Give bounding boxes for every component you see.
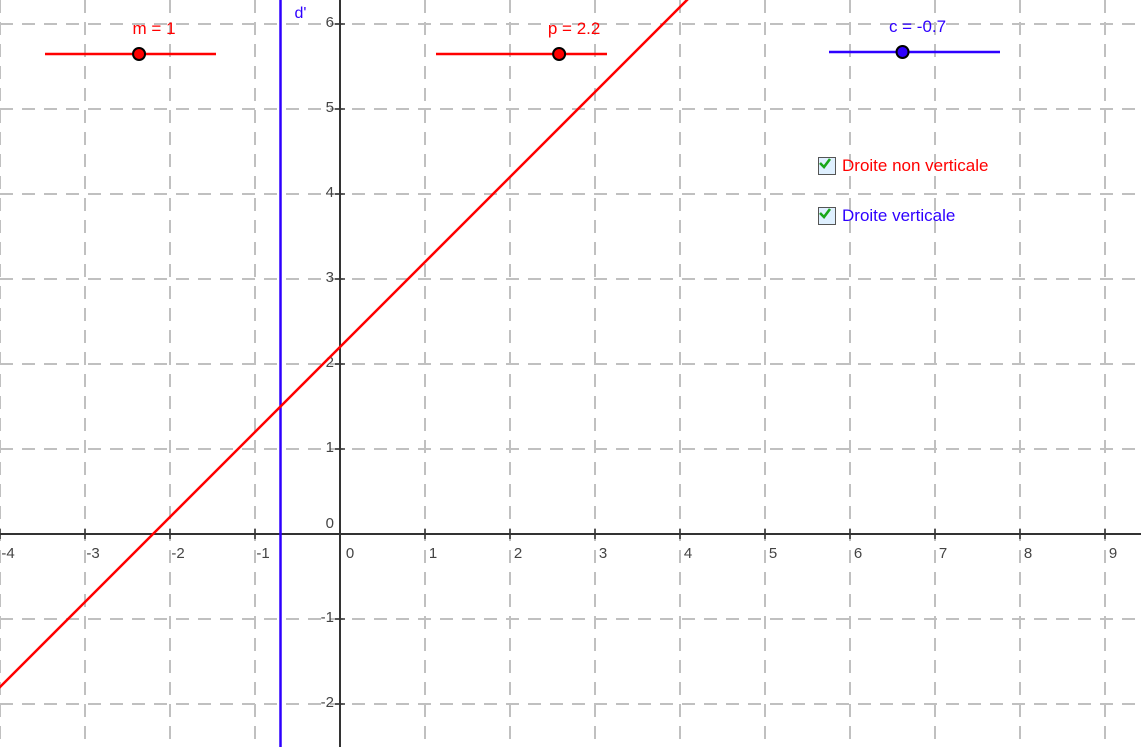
x-tick-label: 4 [684, 545, 692, 562]
x-tick-label: -4 [1, 545, 14, 562]
checkbox-label-vertical: Droite verticale [842, 206, 956, 225]
x-tick-label: 1 [429, 545, 437, 562]
y-tick-label: 3 [326, 269, 334, 286]
checkbox-label-non-vertical: Droite non verticale [842, 156, 989, 175]
slider-m-handle[interactable] [132, 47, 147, 61]
y-tick-label: -1 [321, 609, 334, 626]
vertical-line-label: d' [295, 5, 307, 22]
y-tick-label: -2 [321, 694, 334, 711]
y-tick-label: 5 [326, 99, 334, 116]
slider-p-label: p = 2.2 [548, 19, 600, 38]
checkbox-vertical-line[interactable]: Droite verticale [818, 206, 955, 226]
slider-c-label: c = -0.7 [889, 17, 946, 36]
y-tick-label: 4 [326, 184, 334, 201]
slider-p-handle[interactable] [552, 47, 567, 61]
x-tick-label: -3 [86, 545, 99, 562]
check-icon[interactable] [818, 157, 836, 175]
x-tick-label: 0 [346, 545, 354, 562]
x-tick-label: -2 [171, 545, 184, 562]
x-tick-label: 8 [1024, 545, 1032, 562]
check-icon[interactable] [818, 207, 836, 225]
x-tick-label: 7 [939, 545, 947, 562]
x-tick-label: 2 [514, 545, 522, 562]
y-tick-label: 0 [326, 515, 334, 532]
y-tick-label: 2 [326, 354, 334, 371]
y-tick-label: 1 [326, 439, 334, 456]
x-tick-label: -1 [256, 545, 269, 562]
x-tick-label: 6 [854, 545, 862, 562]
non-vertical-line[interactable] [0, 0, 1139, 704]
checkbox-non-vertical-line[interactable]: Droite non verticale [818, 156, 988, 176]
x-tick-label: 5 [769, 545, 777, 562]
x-tick-label: 3 [599, 545, 607, 562]
slider-m-label: m = 1 [133, 19, 176, 38]
x-tick-label: 9 [1109, 545, 1117, 562]
slider-c-handle[interactable] [895, 45, 910, 59]
y-tick-label: 6 [326, 14, 334, 31]
